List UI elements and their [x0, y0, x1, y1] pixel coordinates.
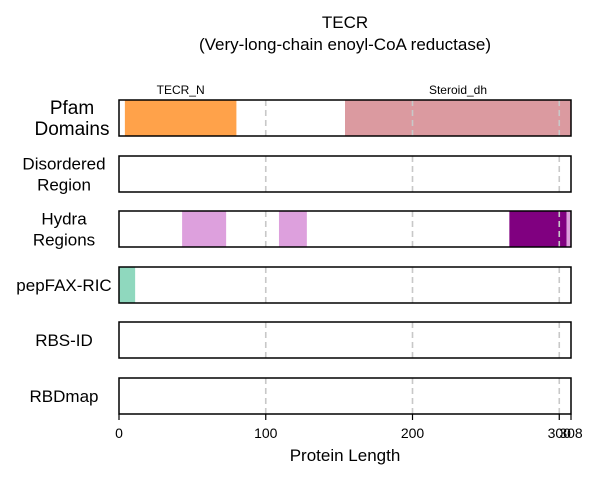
track-disordered [118, 155, 572, 193]
chart-title: TECR [322, 13, 368, 32]
x-axis-label: Protein Length [290, 446, 401, 465]
row-label-line-disordered-1: Region [37, 175, 91, 194]
track-rbdmap [118, 377, 572, 415]
row-label-line-rbdmap-0: RBDmap [30, 387, 99, 406]
segment-pfam-1 [345, 100, 571, 136]
row-label-line-pfam-0: Pfam [50, 98, 94, 119]
track-frame-pepfax [118, 266, 572, 304]
x-tick-label-3: 300 [548, 425, 572, 441]
row-label-line-pfam-1: Domains [35, 119, 110, 140]
track-frame-rbdmap [118, 377, 572, 415]
domain-label-pfam-0: TECR_N [157, 83, 205, 97]
segment-hydra-1 [278, 211, 307, 247]
x-tick-label-0: 0 [115, 425, 123, 441]
row-label-rbdmap: RBDmap [30, 387, 99, 406]
segment-pfam-0 [124, 100, 237, 136]
row-label-rbsid: RBS-ID [35, 331, 93, 350]
domain-label-pfam-1: Steroid_dh [429, 83, 487, 97]
chart-subtitle: (Very-long-chain enoyl-CoA reductase) [199, 35, 491, 54]
tracks-layer: TECR_N Steroid_dh Pfam Domains Disordered Reg… [16, 83, 572, 415]
row-label-pepfax: pepFAX-RIC [16, 276, 111, 295]
track-rbsid [118, 321, 572, 359]
row-label-line-pepfax-0: pepFAX-RIC [16, 276, 111, 295]
row-label-pfam: Pfam Domains [35, 98, 110, 140]
track-hydra [118, 210, 572, 248]
x-tick-label-4: 308 [559, 425, 583, 441]
row-label-line-hydra-1: Regions [33, 230, 95, 249]
row-label-line-disordered-0: Disordered [22, 154, 105, 173]
segment-hydra-0 [182, 211, 227, 247]
track-pepfax [118, 266, 572, 304]
track-frame-rbsid [118, 321, 572, 359]
row-label-line-hydra-0: Hydra [41, 209, 87, 228]
track-frame-disordered [118, 155, 572, 193]
track-pfam: TECR_N Steroid_dh [118, 83, 572, 137]
track-frame-hydra [118, 210, 572, 248]
x-tick-label-1: 100 [254, 425, 278, 441]
row-label-disordered: Disordered Region [22, 154, 105, 194]
x-tick-label-2: 200 [401, 425, 425, 441]
segment-pepfax-0 [119, 267, 136, 303]
row-label-line-rbsid-0: RBS-ID [35, 331, 93, 350]
row-label-hydra: Hydra Regions [33, 209, 95, 249]
segment-hydra-2 [509, 211, 567, 247]
track-frame-pfam [118, 99, 572, 137]
segment-hydra-3 [566, 211, 571, 247]
